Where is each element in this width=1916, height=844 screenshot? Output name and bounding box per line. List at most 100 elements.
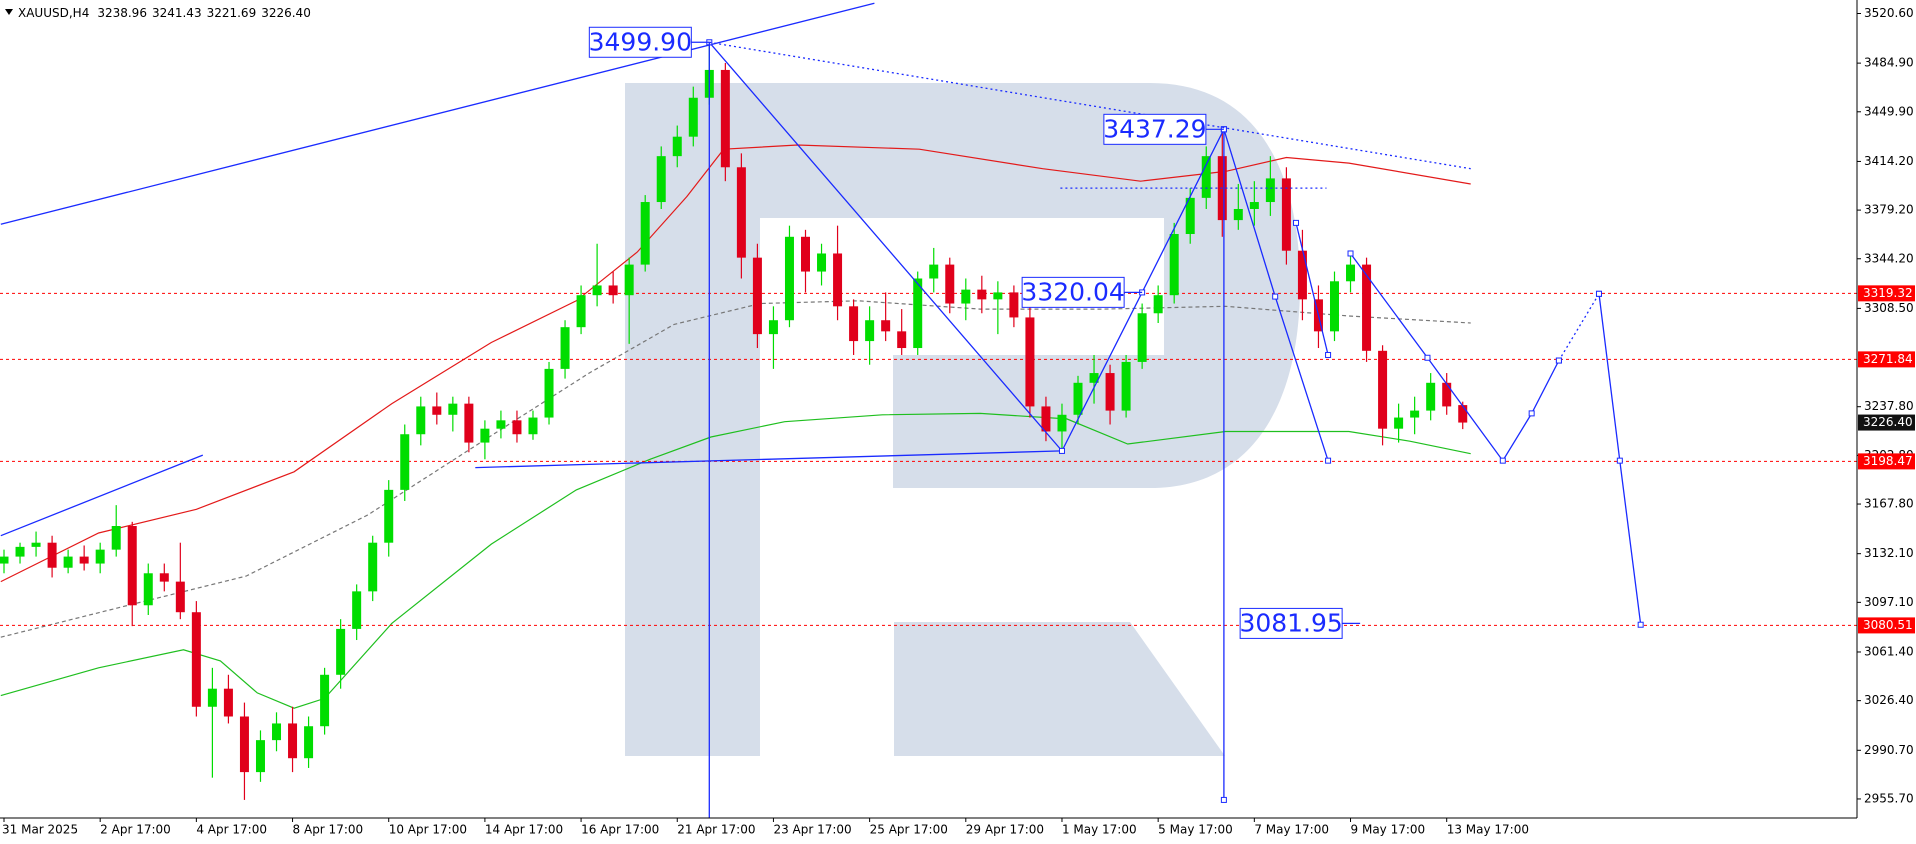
candle-body	[1378, 350, 1388, 429]
candle-body	[1281, 178, 1291, 251]
candle-body	[159, 573, 169, 582]
drawing-point	[1616, 457, 1623, 464]
drawing-point	[1595, 290, 1602, 297]
annotation-label: 3081.95	[1239, 608, 1342, 637]
candle-body	[672, 136, 682, 157]
y-tick-label: 3061.40	[1864, 644, 1914, 658]
candle-body	[833, 253, 843, 307]
candle-body	[945, 264, 955, 304]
drawing-point	[1637, 621, 1644, 628]
y-tick-label: 3520.60	[1864, 6, 1914, 20]
candle-body	[400, 434, 410, 490]
candle-body	[784, 236, 794, 321]
candle-body	[304, 726, 314, 759]
chart-header: XAUUSD,H4 3238.96 3241.43 3221.69 3226.40	[18, 6, 311, 20]
annotation-box	[1021, 276, 1125, 308]
candle-body	[352, 591, 362, 629]
candle-body	[1233, 208, 1243, 221]
level-tag	[1858, 617, 1915, 634]
candle-body	[865, 320, 875, 342]
candle-body	[1105, 373, 1115, 411]
x-tick-label: 8 Apr 17:00	[293, 823, 364, 837]
candle-body	[191, 612, 201, 707]
x-tick-label: 10 Apr 17:00	[389, 823, 467, 837]
y-tick-label: 3097.10	[1864, 595, 1914, 609]
y-tick-label: 3132.10	[1864, 546, 1914, 560]
annotation-box	[1239, 607, 1343, 639]
x-tick-label: 13 May 17:00	[1447, 823, 1529, 837]
candle-body	[1057, 414, 1067, 432]
level-tag	[1858, 453, 1915, 470]
candle-body	[1426, 382, 1436, 411]
candle-body	[1041, 406, 1051, 432]
candle-body	[1265, 178, 1275, 203]
drawing-point	[1499, 457, 1506, 464]
candle-body	[656, 156, 666, 203]
candle-body	[368, 542, 378, 592]
candle-body	[736, 167, 746, 258]
drawing-point	[1528, 410, 1535, 417]
annotation-box	[588, 26, 692, 58]
trend-drawing	[1295, 222, 1329, 356]
candle-body	[1089, 373, 1099, 383]
candle-body	[1153, 295, 1163, 314]
candle-body	[752, 257, 762, 335]
candle-body	[496, 420, 506, 429]
annotation-box	[1103, 113, 1207, 145]
moving-average	[0, 412, 1471, 709]
candle-body	[993, 292, 1003, 300]
candle-body	[31, 542, 41, 547]
candle-body	[272, 723, 282, 741]
y-tick-label: 3308.50	[1864, 301, 1914, 315]
y-tick-label: 3449.90	[1864, 104, 1914, 118]
candle-body	[913, 278, 923, 349]
drawing-point	[1272, 293, 1279, 300]
menu-triangle[interactable]	[5, 9, 13, 15]
candle-body	[592, 285, 602, 296]
candle-body	[1297, 250, 1307, 300]
candle-body	[897, 331, 907, 349]
candle-body	[1249, 202, 1259, 209]
candle-body	[544, 368, 554, 418]
trend-drawing	[708, 41, 1225, 453]
candle-body	[768, 320, 778, 335]
candle-body	[416, 406, 426, 435]
open-value: 3238.96	[97, 6, 147, 20]
candle-body	[47, 542, 57, 568]
x-tick-label: 2 Apr 17:00	[100, 823, 171, 837]
candle-body	[1185, 197, 1195, 235]
candle-body	[961, 289, 971, 304]
x-tick-label: 25 Apr 17:00	[870, 823, 948, 837]
candle-body	[1362, 264, 1372, 351]
annotation-label: 3320.04	[1021, 277, 1124, 306]
candle-body	[608, 285, 618, 296]
y-tick-label: 3026.40	[1864, 693, 1914, 707]
drawing-point	[1325, 457, 1332, 464]
level-tag-label: 3271.84	[1863, 352, 1913, 366]
candle-body	[223, 688, 233, 717]
candle-body	[15, 546, 25, 557]
candle-body	[464, 403, 474, 443]
candle-body	[1009, 292, 1019, 318]
y-tick-label: 3167.80	[1864, 497, 1914, 511]
candle-body	[1442, 382, 1452, 407]
level-tag-label: 3198.47	[1863, 454, 1913, 468]
candle-body	[1073, 382, 1083, 415]
x-tick-label: 21 Apr 17:00	[677, 823, 755, 837]
candle-body	[207, 688, 217, 707]
drawing-point	[1220, 796, 1227, 803]
logo-hole	[760, 355, 893, 488]
y-tick-label: 3484.90	[1864, 56, 1914, 70]
candle-body	[0, 556, 9, 564]
drawing-point	[1293, 219, 1300, 226]
candle-body	[1329, 281, 1339, 332]
y-tick-label: 2955.70	[1864, 791, 1914, 805]
candle-body	[977, 289, 987, 300]
candle-body	[320, 674, 330, 727]
candle-body	[432, 406, 442, 415]
trend-drawing	[0, 454, 204, 537]
candle-body	[1137, 313, 1147, 362]
y-tick-label: 3414.20	[1864, 154, 1914, 168]
candle-body	[127, 526, 137, 606]
